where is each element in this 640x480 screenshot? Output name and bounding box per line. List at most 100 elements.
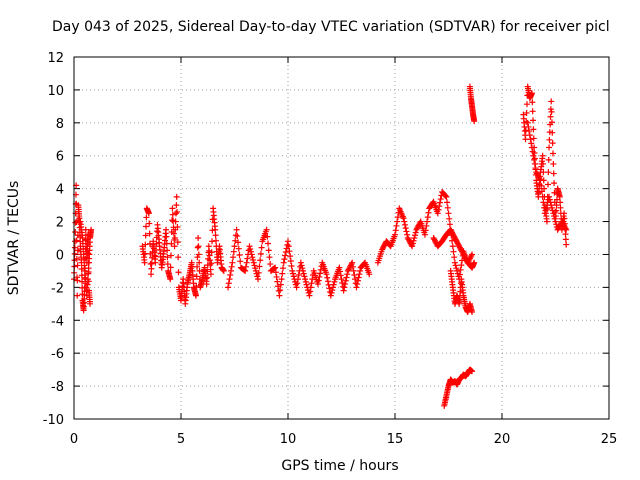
data-point xyxy=(529,108,536,115)
data-point xyxy=(556,193,563,200)
y-tick-label: -6 xyxy=(51,347,64,362)
data-point xyxy=(549,129,556,136)
data-point xyxy=(401,221,408,228)
data-point xyxy=(193,273,200,280)
data-point xyxy=(545,181,552,188)
data-point xyxy=(212,226,219,233)
data-point xyxy=(244,255,251,262)
data-point xyxy=(174,208,181,215)
data-point xyxy=(272,264,279,271)
data-point xyxy=(71,250,78,257)
data-point xyxy=(153,240,160,247)
data-point xyxy=(208,260,215,267)
data-point xyxy=(264,233,271,240)
x-tick-label: 10 xyxy=(280,432,297,447)
data-point xyxy=(528,90,535,97)
data-point xyxy=(148,271,155,278)
data-point xyxy=(342,281,349,288)
data-point xyxy=(434,210,441,217)
data-point xyxy=(195,243,202,250)
data-point xyxy=(79,240,86,247)
data-point xyxy=(446,215,453,222)
data-point xyxy=(254,273,261,280)
data-point xyxy=(350,267,357,274)
data-point xyxy=(207,271,214,278)
data-point xyxy=(301,273,308,280)
data-point xyxy=(548,119,555,126)
data-point xyxy=(314,281,321,288)
y-tick-label: -8 xyxy=(51,380,64,395)
data-point xyxy=(344,271,351,278)
data-point xyxy=(289,267,296,274)
data-point xyxy=(85,265,92,272)
series-seg3 xyxy=(225,226,373,299)
data-point xyxy=(445,210,452,217)
data-point xyxy=(536,176,543,183)
data-point xyxy=(266,254,273,261)
data-point xyxy=(541,210,548,217)
data-point xyxy=(230,248,237,255)
data-point xyxy=(302,278,309,285)
data-point xyxy=(85,270,92,277)
data-point xyxy=(562,225,569,232)
data-point xyxy=(78,265,85,272)
data-point xyxy=(80,251,87,258)
data-point xyxy=(173,210,180,217)
data-point xyxy=(146,240,153,247)
data-point xyxy=(192,292,199,299)
data-point xyxy=(194,244,201,251)
data-point xyxy=(526,132,533,139)
series-seg2 xyxy=(139,193,227,307)
data-point xyxy=(392,227,399,234)
data-point xyxy=(171,235,178,241)
data-point xyxy=(164,247,171,254)
data-point xyxy=(303,281,310,288)
x-tick-label: 15 xyxy=(387,432,404,447)
data-point xyxy=(194,263,201,270)
data-point xyxy=(451,254,458,261)
data-point xyxy=(400,215,407,222)
data-point xyxy=(169,211,176,218)
data-point xyxy=(328,289,335,296)
data-point xyxy=(143,214,150,221)
data-point xyxy=(337,272,344,279)
data-point xyxy=(351,272,358,279)
data-point xyxy=(299,267,306,274)
data-point xyxy=(539,152,546,159)
data-point xyxy=(550,150,557,157)
data-point xyxy=(315,277,322,284)
data-point xyxy=(294,276,301,283)
data-point xyxy=(545,169,552,176)
data-point xyxy=(402,225,409,232)
data-point xyxy=(74,292,81,299)
data-point xyxy=(323,271,330,278)
data-point xyxy=(228,263,235,270)
data-points xyxy=(71,83,570,409)
data-point xyxy=(281,256,288,263)
data-point xyxy=(403,228,410,235)
data-point xyxy=(152,259,159,266)
data-point xyxy=(531,160,538,167)
data-point xyxy=(349,263,356,270)
data-point xyxy=(551,180,558,187)
data-point xyxy=(337,268,344,275)
data-point xyxy=(329,287,336,294)
y-tick-label: -4 xyxy=(51,314,64,329)
data-point xyxy=(341,284,348,291)
data-point xyxy=(340,287,347,294)
data-point xyxy=(469,309,476,316)
data-point xyxy=(286,248,293,255)
x-tick-label: 20 xyxy=(494,432,511,447)
data-point xyxy=(539,193,546,200)
data-point xyxy=(436,203,443,210)
data-point xyxy=(353,284,360,291)
data-point xyxy=(71,244,78,251)
data-point xyxy=(546,193,553,200)
data-point xyxy=(356,271,363,278)
data-point xyxy=(410,237,417,244)
data-point xyxy=(317,270,324,277)
data-point xyxy=(562,236,569,243)
data-point xyxy=(235,245,242,252)
